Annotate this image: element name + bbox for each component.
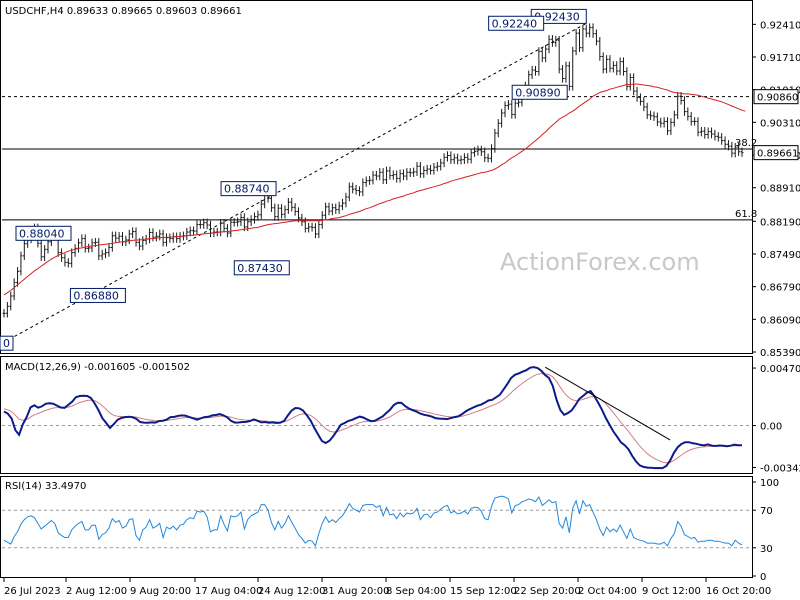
x-tick-label: 8 Sep 04:00 xyxy=(386,586,446,597)
swing-label-box xyxy=(15,225,72,241)
macd-tick-label: 0.00 xyxy=(760,422,782,433)
rsi-tick-label: 0 xyxy=(760,572,766,583)
rsi-tick-label: 70 xyxy=(760,506,773,517)
swing-label-text: 0.92430 xyxy=(534,10,580,23)
swing-label-text: 0.86880 xyxy=(73,289,119,302)
rsi-tick-label: 100 xyxy=(760,478,779,489)
x-tick-label: 9 Aug 20:00 xyxy=(130,586,191,597)
swing-label-text: 0.88740 xyxy=(224,183,270,196)
rsi-label: RSI(14) 33.4970 xyxy=(5,481,86,492)
x-tick-label: 26 Jul 2023 xyxy=(4,586,61,597)
fib-level-label: 61.8 xyxy=(735,209,757,220)
rsi-line xyxy=(3,495,743,548)
swing-label-box xyxy=(511,84,568,100)
macd-signal-line xyxy=(3,373,743,464)
swing-label-box xyxy=(0,335,14,351)
macd-tick-label: -0.003429 xyxy=(760,463,800,474)
swing-label-box xyxy=(69,287,126,303)
swing-label-text: 0.92240 xyxy=(492,17,538,30)
price-panel-frame xyxy=(0,0,753,354)
axes: 0.924100.917100.910100.903100.896100.889… xyxy=(3,20,800,597)
x-tick-label: 17 Aug 04:00 xyxy=(195,586,262,597)
macd-plot xyxy=(2,366,752,470)
rsi-tick-label: 30 xyxy=(760,544,773,555)
price-tick-label: 0.91710 xyxy=(760,53,800,64)
swing-label-text: 0.88040 xyxy=(19,227,65,240)
rsi-plot xyxy=(2,495,752,549)
price-tick-label: 0.86090 xyxy=(760,315,800,326)
x-tick-label: 2 Oct 04:00 xyxy=(578,586,637,597)
current-price-label: 0.89661 xyxy=(757,149,798,160)
fib-level-label: 38.2 xyxy=(735,138,757,149)
moving-average-line xyxy=(3,83,746,296)
x-tick-label: 24 Aug 12:00 xyxy=(258,586,325,597)
macd-label: MACD(12,26,9) -0.001605 -0.001502 xyxy=(5,362,190,373)
price-tick-label: 0.85390 xyxy=(760,348,800,359)
x-tick-label: 31 Aug 20:00 xyxy=(322,586,389,597)
x-tick-label: 22 Sep 20:00 xyxy=(514,586,581,597)
price-tick-label: 0.88190 xyxy=(760,217,800,228)
macd-trendline xyxy=(544,366,671,441)
macd-tick-label: 0.004704 xyxy=(760,364,800,375)
x-tick-label: 9 Oct 12:00 xyxy=(642,586,701,597)
macd-panel-frame xyxy=(0,356,753,474)
price-tick-label: 0.87490 xyxy=(760,250,800,261)
macd-line xyxy=(3,366,742,470)
swing-label-text: 0.90890 xyxy=(515,86,561,99)
x-tick-label: 16 Oct 20:00 xyxy=(706,586,771,597)
price-tick-label: 0.90310 xyxy=(760,118,800,129)
swing-label-text: 0 xyxy=(3,337,10,350)
rsi-panel-frame xyxy=(0,476,753,578)
chart-title: USDCHF,H4 0.89633 0.89665 0.89603 0.8966… xyxy=(5,6,242,17)
price-tick-label: 0.92410 xyxy=(760,20,800,31)
x-tick-label: 15 Sep 12:00 xyxy=(450,586,517,597)
swing-label-text: 0.87430 xyxy=(237,262,283,275)
swing-label-box xyxy=(233,260,290,276)
swing-label-box xyxy=(220,181,277,197)
level-price-label-box xyxy=(753,89,799,105)
current-price-label-box xyxy=(753,145,799,161)
x-tick-label: 2 Aug 12:00 xyxy=(66,586,127,597)
level-price-label: 0.90860 xyxy=(757,93,798,104)
price-tick-label: 0.88910 xyxy=(760,184,800,195)
watermark: ActionForex.com xyxy=(500,248,700,276)
swing-label-box xyxy=(488,15,545,31)
price-tick-label: 0.86790 xyxy=(760,283,800,294)
